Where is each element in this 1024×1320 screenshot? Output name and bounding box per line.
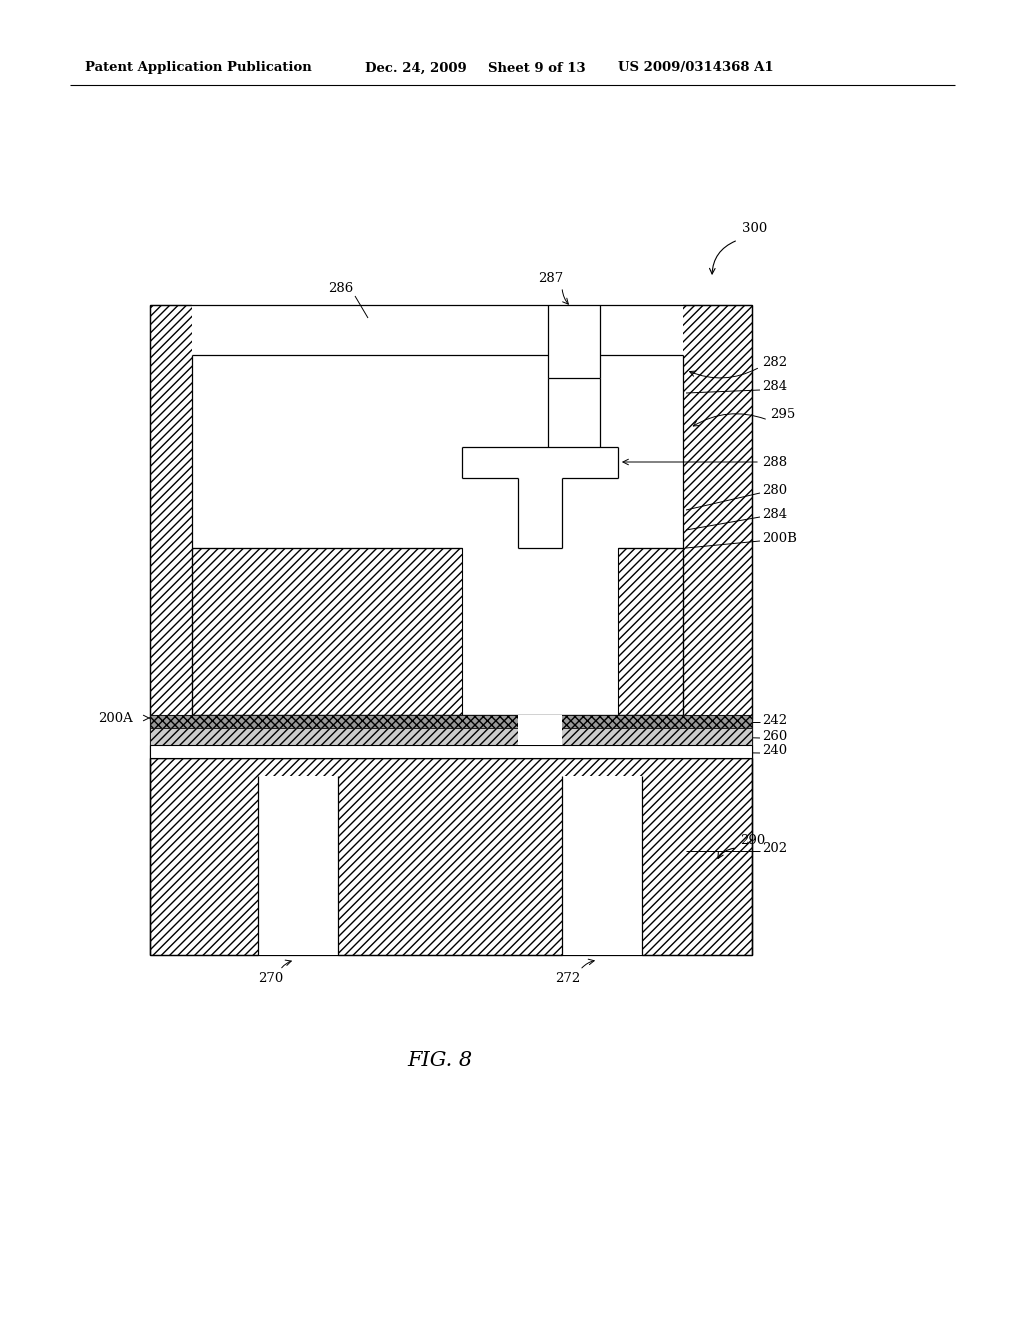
Text: 270: 270 [258, 972, 284, 985]
Bar [193, 193, 683, 355]
Text: 272: 272 [555, 972, 581, 985]
Text: 286: 286 [328, 281, 353, 294]
Text: Patent Application Publication: Patent Application Publication [85, 62, 311, 74]
Bar [618, 548, 683, 715]
Bar [518, 729, 562, 744]
Text: Dec. 24, 2009: Dec. 24, 2009 [365, 62, 467, 74]
Bar [193, 548, 462, 715]
Text: 200B: 200B [762, 532, 797, 544]
Text: 282: 282 [762, 355, 787, 368]
Bar [150, 729, 752, 744]
Text: 280: 280 [762, 483, 787, 496]
Text: 295: 295 [770, 408, 796, 421]
Text: 242: 242 [762, 714, 787, 726]
Text: 200A: 200A [98, 711, 133, 725]
Bar [548, 305, 600, 378]
Text: 202: 202 [762, 842, 787, 854]
Text: 288: 288 [762, 455, 787, 469]
Text: 300: 300 [742, 222, 767, 235]
Bar [518, 715, 562, 729]
Bar [258, 776, 338, 954]
Text: 290: 290 [740, 833, 765, 846]
Bar [150, 715, 752, 729]
Bar [150, 758, 752, 954]
Text: 260: 260 [762, 730, 787, 742]
Text: 287: 287 [538, 272, 563, 285]
Bar [150, 305, 752, 719]
Bar [562, 776, 642, 954]
Text: Sheet 9 of 13: Sheet 9 of 13 [488, 62, 586, 74]
Text: 284: 284 [762, 380, 787, 393]
Bar [193, 355, 683, 715]
Text: US 2009/0314368 A1: US 2009/0314368 A1 [618, 62, 773, 74]
Text: 284: 284 [762, 507, 787, 520]
Text: 240: 240 [762, 744, 787, 758]
Bar [150, 744, 752, 758]
Text: FIG. 8: FIG. 8 [408, 1051, 472, 1069]
